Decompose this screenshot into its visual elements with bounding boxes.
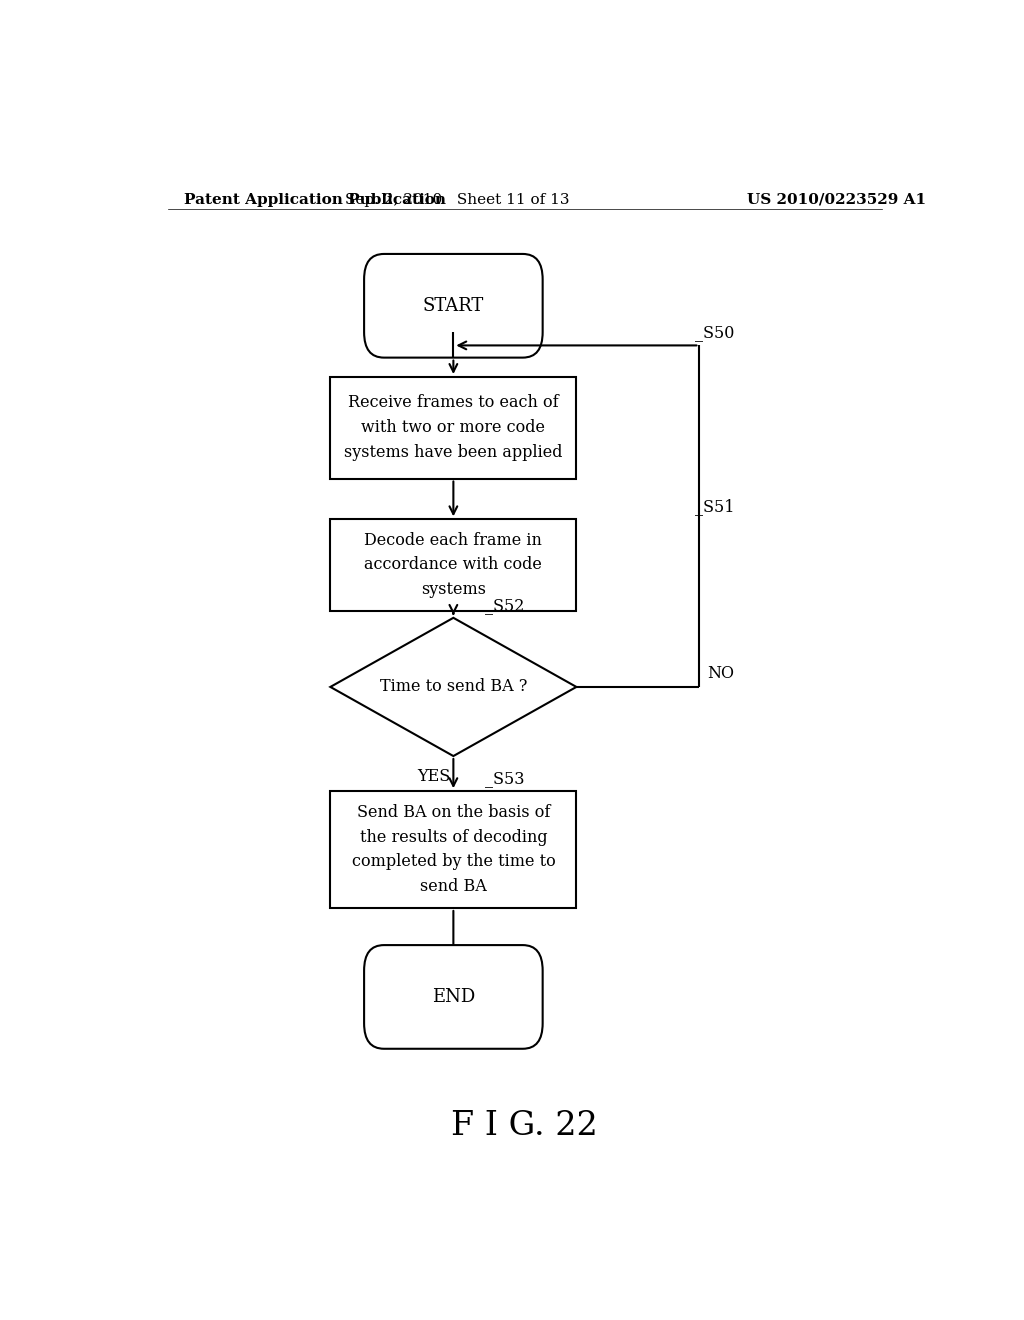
Text: _S52: _S52 [485, 597, 524, 614]
Text: US 2010/0223529 A1: US 2010/0223529 A1 [748, 193, 926, 207]
Text: Patent Application Publication: Patent Application Publication [183, 193, 445, 207]
Text: _S50: _S50 [695, 325, 735, 342]
Polygon shape [331, 618, 577, 756]
FancyBboxPatch shape [365, 253, 543, 358]
Text: _S51: _S51 [695, 498, 735, 515]
Bar [331, 378, 577, 479]
Text: F I G. 22: F I G. 22 [452, 1110, 598, 1142]
Text: YES: YES [417, 768, 451, 785]
Text: _S53: _S53 [485, 770, 524, 787]
Text: Receive frames to each of
with two or more code
systems have been applied: Receive frames to each of with two or mo… [344, 395, 562, 461]
Text: Sep. 2, 2010   Sheet 11 of 13: Sep. 2, 2010 Sheet 11 of 13 [345, 193, 569, 207]
Text: NO: NO [708, 665, 734, 682]
Bar [331, 519, 577, 611]
Text: START: START [423, 297, 484, 314]
Text: Send BA on the basis of
the results of decoding
completed by the time to
send BA: Send BA on the basis of the results of d… [351, 804, 555, 895]
Text: Time to send BA ?: Time to send BA ? [380, 678, 527, 696]
Bar [331, 791, 577, 908]
FancyBboxPatch shape [365, 945, 543, 1049]
Text: Decode each frame in
accordance with code
systems: Decode each frame in accordance with cod… [365, 532, 543, 598]
Text: END: END [432, 987, 475, 1006]
